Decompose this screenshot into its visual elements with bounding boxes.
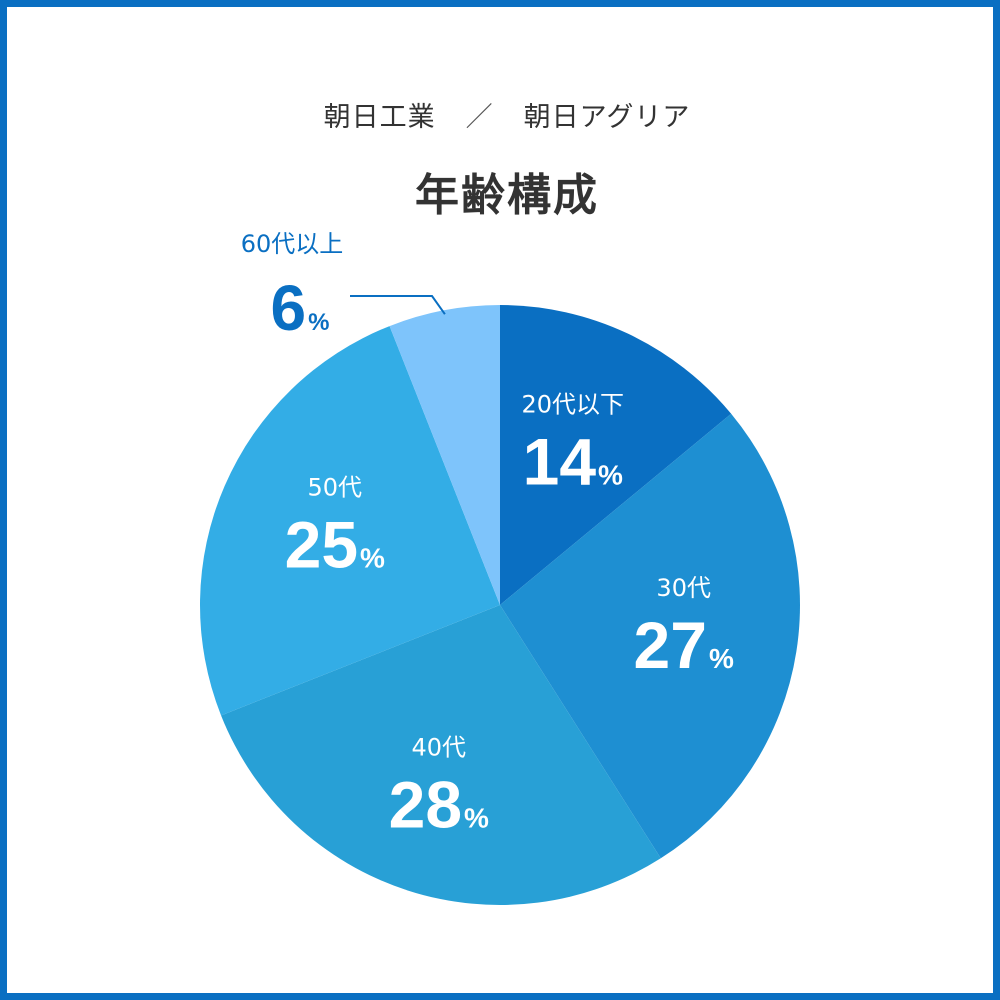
pie-slice-1 xyxy=(500,305,732,605)
slice-category-label: 40代 xyxy=(412,733,467,761)
slice-category-label: 20代以下 xyxy=(522,390,625,418)
slice-value-label: 6% xyxy=(271,272,330,344)
slice-category-label: 50代 xyxy=(308,474,363,502)
pie-slice-5 xyxy=(389,305,500,605)
company-name-2: 朝日アグリア xyxy=(523,102,691,133)
company-name-1: 朝日工業 xyxy=(323,102,436,133)
slice-category-label: 60代以上 xyxy=(241,230,344,258)
slice-label-1: 20代以下 14% xyxy=(522,390,625,498)
slice-value-label: 14% xyxy=(523,424,623,498)
slice-label-5: 60代以上 6% xyxy=(241,230,446,344)
slice-value-label: 25% xyxy=(285,508,385,582)
pie-slice-3 xyxy=(221,605,661,906)
company-names: 朝日工業 ／ 朝日アグリア xyxy=(7,95,1000,134)
slice-category-label: 30代 xyxy=(656,574,711,602)
company-separator: ／ xyxy=(465,102,494,133)
callout-line xyxy=(350,295,446,315)
pie-slice-2 xyxy=(500,413,801,859)
slice-value-label: 28% xyxy=(389,767,489,841)
pie-slice-4 xyxy=(200,326,500,716)
chart-title: 年齢構成 xyxy=(415,170,599,221)
slice-value-label: 27% xyxy=(634,608,734,682)
